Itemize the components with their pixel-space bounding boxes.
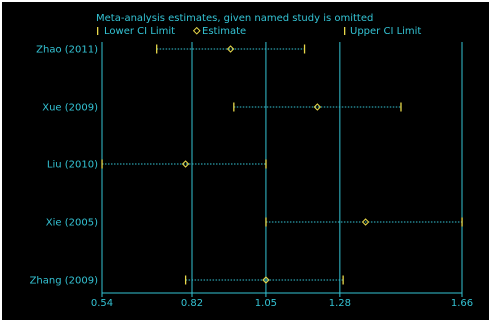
x-tick-label: 0.54 — [91, 298, 113, 309]
chart-title: Meta-analysis estimates, given named stu… — [96, 13, 373, 24]
legend-estimate-label: Estimate — [202, 26, 246, 37]
study-row: Liu (2010) — [47, 159, 267, 171]
legend-lower-marker — [97, 27, 99, 35]
study-row: Zhang (2009) — [30, 275, 344, 287]
upper-ci-marker — [265, 159, 267, 169]
lower-ci-marker — [233, 102, 235, 112]
upper-ci-marker — [400, 102, 402, 112]
upper-ci-marker — [461, 217, 463, 227]
study-label: Zhang (2009) — [30, 276, 99, 287]
axes — [101, 42, 463, 294]
study-rows: Zhao (2011) Xue (2009) Liu (2010) Xie (2005… — [30, 44, 463, 287]
study-label: Xue (2009) — [42, 103, 98, 114]
estimate-marker — [226, 45, 235, 53]
legend: Lower CI Limit Estimate Upper CI Limit — [97, 26, 421, 37]
x-tick-label: 1.28 — [329, 298, 351, 309]
upper-ci-marker — [342, 275, 344, 285]
legend-upper-marker — [344, 27, 346, 35]
estimate-marker — [361, 218, 370, 226]
x-ticks: 0.54 0.82 1.05 1.28 1.66 — [91, 293, 473, 309]
estimate-marker — [313, 103, 322, 111]
plot-panel: Meta-analysis estimates, given named stu… — [2, 2, 489, 320]
study-label: Xie (2005) — [46, 218, 98, 229]
upper-ci-marker — [303, 44, 306, 54]
lower-ci-marker — [101, 159, 103, 169]
lower-ci-marker — [184, 275, 187, 285]
forest-plot: Meta-analysis estimates, given named stu… — [30, 13, 474, 309]
study-label: Zhao (2011) — [36, 45, 98, 56]
legend-lower-label: Lower CI Limit — [104, 26, 175, 37]
study-row: Xie (2005) — [46, 217, 463, 229]
x-tick-label: 1.66 — [451, 298, 473, 309]
lower-ci-marker — [265, 217, 267, 227]
x-tick-label: 0.82 — [181, 298, 203, 309]
study-row: Zhao (2011) — [36, 44, 306, 56]
estimate-marker — [262, 276, 270, 284]
estimate-marker — [181, 160, 190, 168]
legend-estimate-marker — [192, 26, 201, 35]
legend-upper-label: Upper CI Limit — [350, 26, 421, 37]
study-row: Xue (2009) — [42, 102, 402, 114]
x-tick-label: 1.05 — [255, 298, 277, 309]
lower-ci-marker — [156, 44, 158, 54]
study-label: Liu (2010) — [47, 160, 98, 171]
